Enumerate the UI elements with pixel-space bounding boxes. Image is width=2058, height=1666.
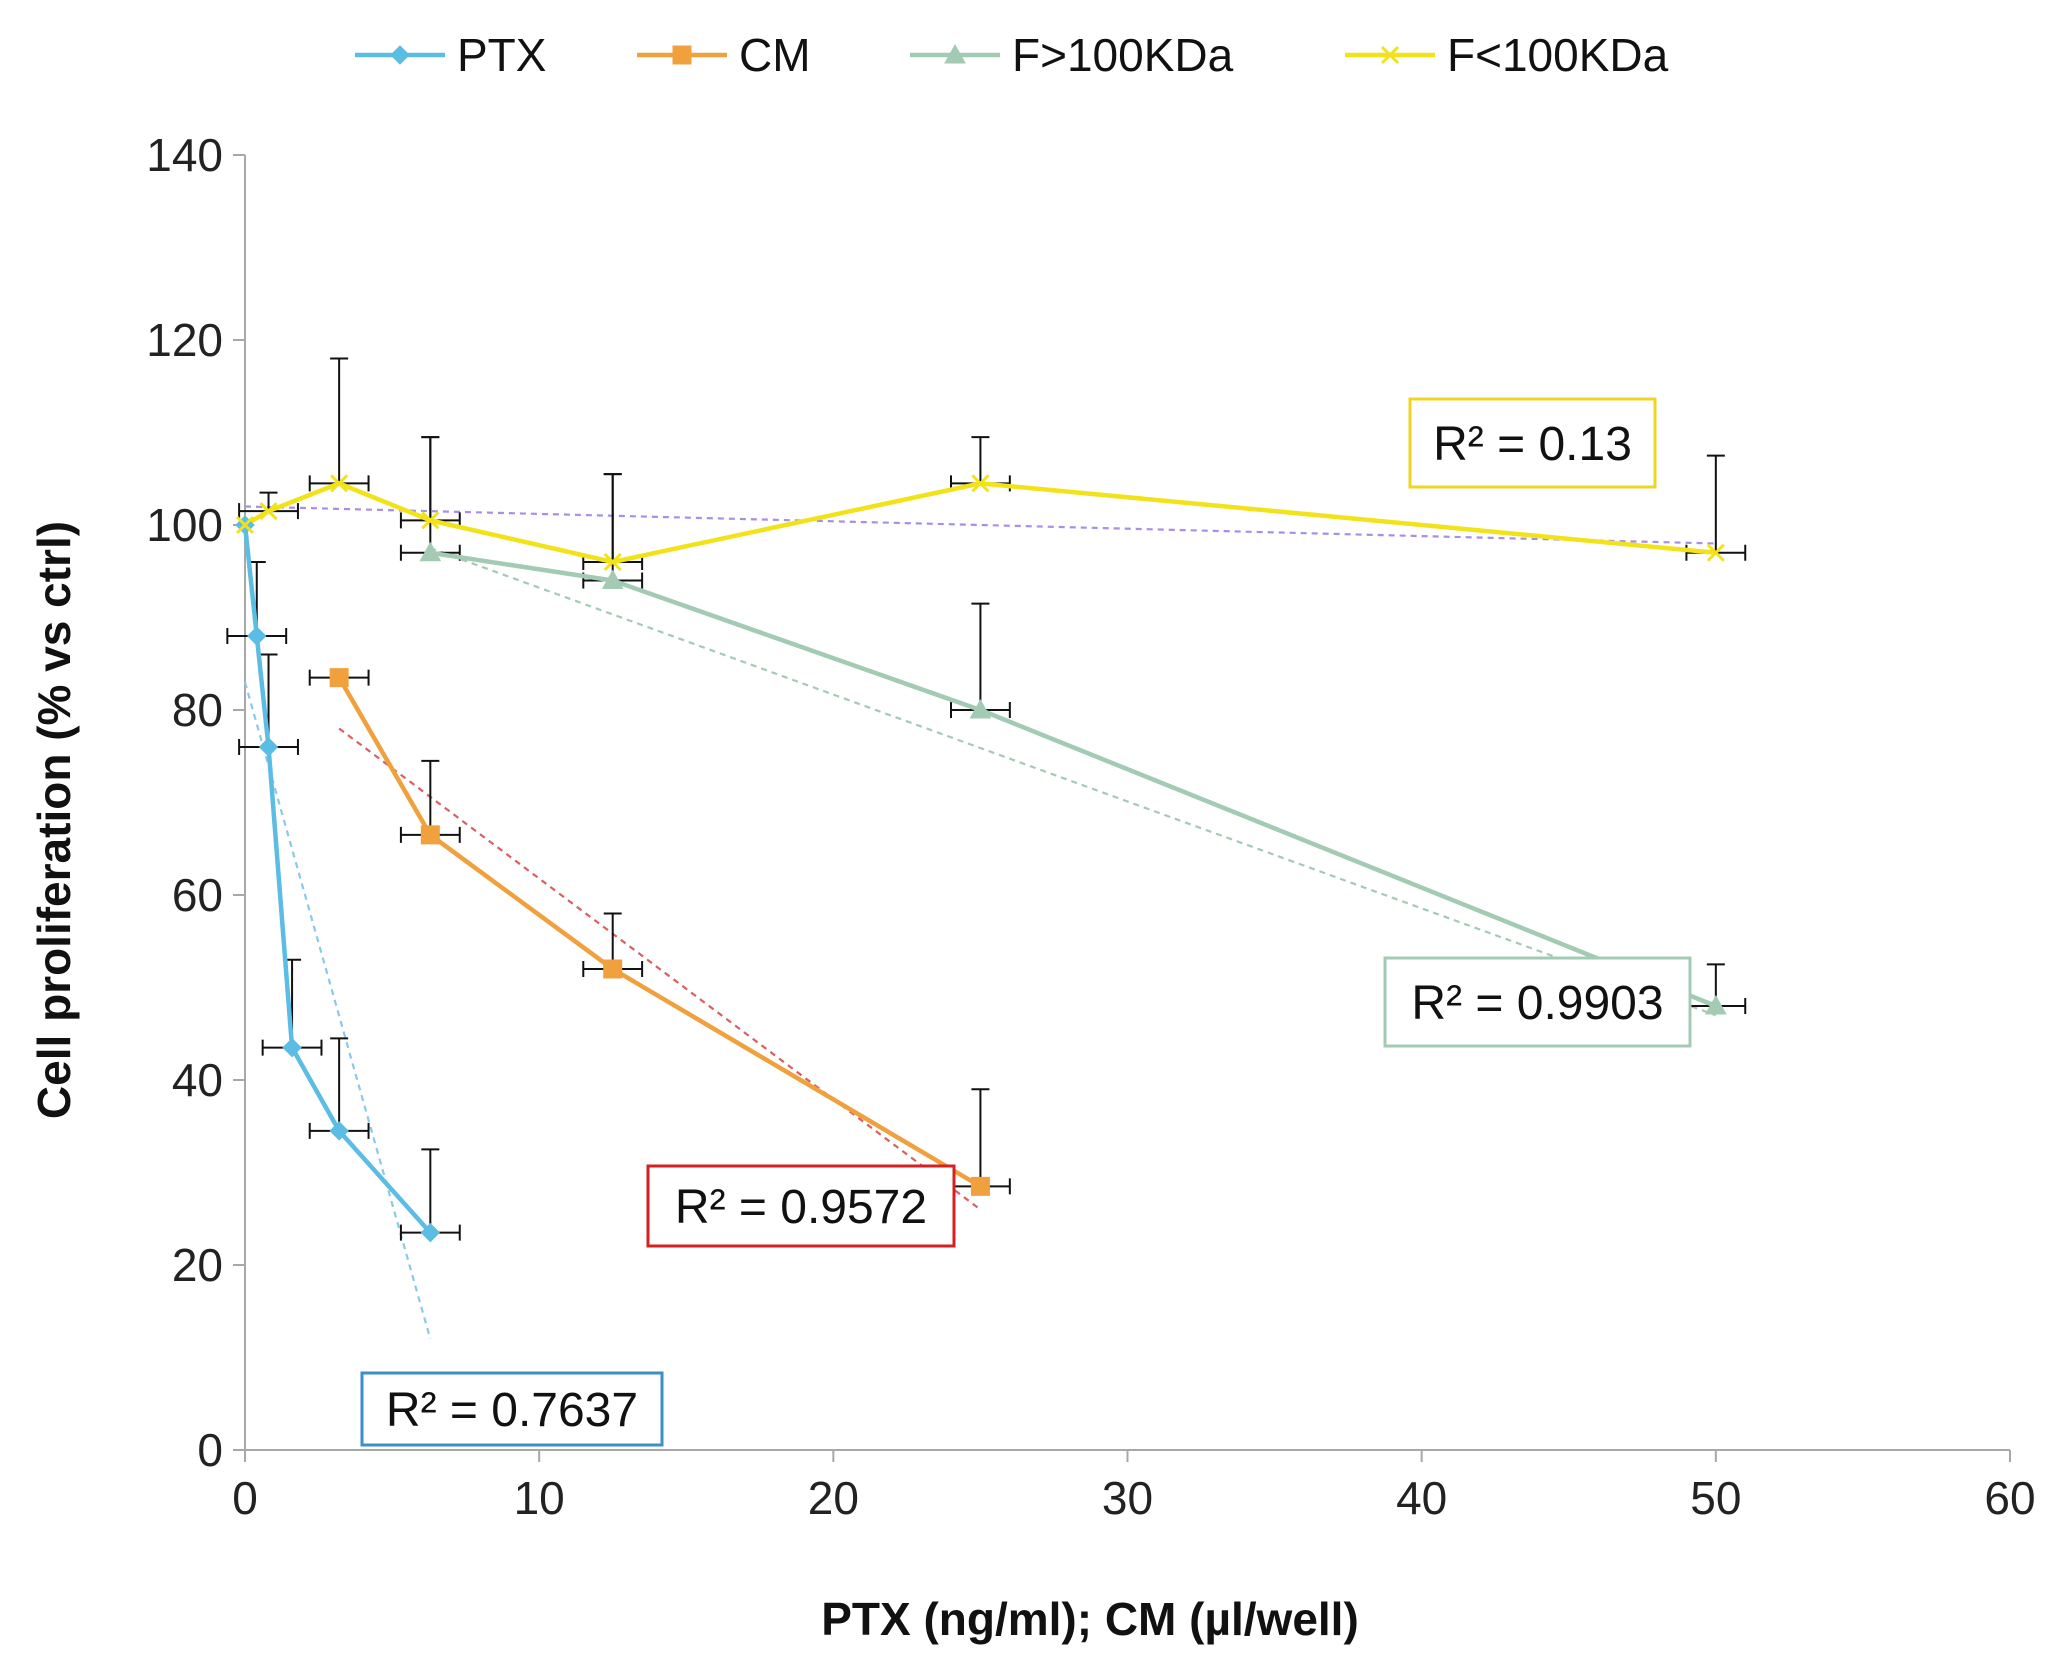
- legend-marker-flt100kda: [1380, 45, 1400, 65]
- axes: 0 20 40 60 80 100 120 140 0 10 20 30 40 50 60: [146, 129, 2035, 1524]
- data-point-flt100kda: [603, 552, 622, 572]
- trendline-fgt100kda: [429, 547, 1717, 1017]
- legend-label-ptx: PTX: [457, 29, 546, 81]
- data-point-ptx: [247, 626, 267, 646]
- y-tick-label: 80: [172, 684, 223, 736]
- series-line-cm: [337, 676, 982, 1189]
- data-point-flt100kda: [235, 515, 255, 535]
- data-point-fgt100kda: [601, 569, 624, 589]
- y-tick-label: 100: [146, 499, 223, 551]
- series-line-flt100kda: [243, 481, 1717, 565]
- x-axis-title: PTX (ng/ml); CM (µl/well): [821, 1593, 1359, 1645]
- x-tick-label: 50: [1690, 1472, 1741, 1524]
- data-point-cm: [420, 825, 440, 845]
- r2-box-flt100kda: [1408, 397, 1657, 489]
- trendline-ptx: [243, 681, 432, 1340]
- legend-marker-fgt100kda: [944, 43, 966, 64]
- x-tick-label: 40: [1396, 1472, 1447, 1524]
- data-point-ptx: [420, 1222, 441, 1243]
- r2-label-flt100kda: R² = 0.13: [1433, 418, 1632, 471]
- data-point-flt100kda: [259, 502, 278, 521]
- y-tick-label: 120: [146, 314, 223, 366]
- data-point-cm: [329, 668, 349, 688]
- r2-label-cm: R² = 0.9572: [675, 1181, 927, 1234]
- data-point-ptx: [329, 1121, 349, 1141]
- data-point-fgt100kda: [419, 541, 442, 562]
- data-point-fgt100kda: [969, 698, 992, 719]
- x-tick-label: 60: [1984, 1472, 2035, 1524]
- y-tick-label: 20: [172, 1239, 223, 1291]
- trendlines: [243, 505, 1717, 1340]
- x-tick-label: 0: [232, 1472, 258, 1524]
- y-tick-label: 40: [172, 1054, 223, 1106]
- x-tick-label: 10: [514, 1472, 565, 1524]
- y-axis-title: Cell proliferation (% vs ctrl): [28, 521, 80, 1119]
- data-point-flt100kda: [421, 511, 440, 530]
- y-tick-label: 0: [197, 1424, 223, 1476]
- legend-marker-ptx: [390, 45, 410, 65]
- data-points: [235, 474, 1727, 1243]
- data-point-cm: [603, 959, 623, 979]
- data-point-ptx: [282, 1037, 302, 1058]
- trendline-flt100kda: [244, 505, 1716, 545]
- r2-label-fgt100kda: R² = 0.9903: [1411, 977, 1663, 1030]
- data-point-fgt100kda: [1704, 994, 1727, 1015]
- trendline-cm: [338, 727, 982, 1211]
- r-squared-labels: R² = 0.7637 R² = 0.9572 R² = 0.9903 R² = 0.…: [360, 397, 1692, 1447]
- legend-label-flt100kda: F<100KDa: [1447, 29, 1669, 81]
- r2-label-ptx: R² = 0.7637: [386, 1384, 638, 1437]
- data-point-cm: [970, 1176, 990, 1196]
- x-tick-label: 20: [808, 1472, 859, 1524]
- legend-label-cm: CM: [739, 29, 811, 81]
- y-tick-label: 60: [172, 869, 223, 921]
- data-point-flt100kda: [330, 474, 349, 493]
- data-point-flt100kda: [1706, 543, 1725, 562]
- legend-label-fgt100kda: F>100KDa: [1012, 29, 1234, 81]
- r2-box-fgt100kda: [1383, 956, 1692, 1048]
- data-point-flt100kda: [971, 474, 990, 493]
- legend: PTX CM F>100KDa F<100KDa: [355, 29, 1669, 81]
- series-line-fgt100kda: [429, 550, 1717, 1009]
- r2-box-ptx: [360, 1371, 664, 1447]
- series-line-ptx: [242, 524, 433, 1235]
- x-tick-label: 30: [1102, 1472, 1153, 1524]
- r2-box-cm: [646, 1164, 956, 1248]
- y-tick-label: 140: [146, 129, 223, 181]
- data-point-ptx: [258, 737, 279, 757]
- legend-marker-cm: [672, 45, 692, 65]
